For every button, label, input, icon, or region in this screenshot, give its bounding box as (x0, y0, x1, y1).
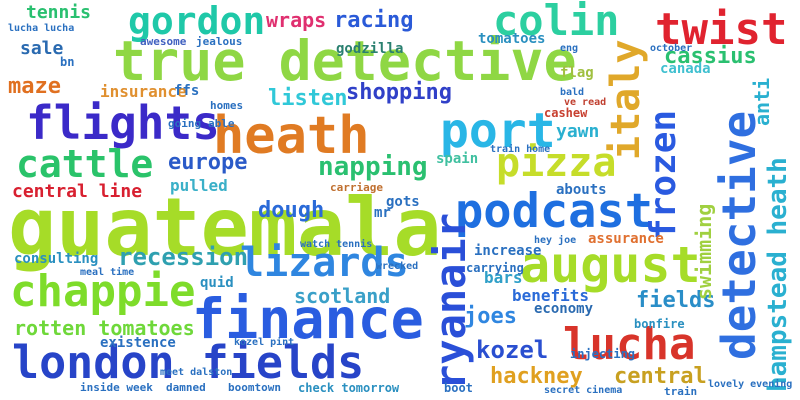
word-able: able (208, 117, 235, 130)
word-meal-time: meal time (80, 267, 135, 278)
word-cattle: cattle (16, 142, 154, 186)
word-italy: italy (603, 39, 649, 160)
word-godzilla: godzilla (336, 41, 404, 57)
word-gordon: gordon (128, 0, 266, 43)
word-bonfire: bonfire (634, 317, 685, 331)
word-economy: economy (534, 301, 594, 317)
word-frozen: frozen (643, 109, 684, 240)
word-canada: canada (660, 61, 711, 77)
word-racing: racing (334, 8, 414, 33)
word-lucha: lucha (563, 319, 696, 370)
word-colin: colin (493, 0, 620, 45)
word-flights: flights (26, 96, 220, 150)
word-spain: spain (436, 151, 479, 167)
word-august: august (520, 236, 701, 294)
word-wrecked: wrecked (376, 261, 419, 272)
word-going: going (168, 117, 202, 130)
word-october: october (650, 43, 693, 54)
word-lizards: lizards (240, 240, 409, 286)
word-cassius: cassius (664, 44, 757, 69)
word-hackney: hackney (490, 364, 583, 389)
word-guatemala: guatemala (8, 181, 442, 274)
word-jealous: jealous (196, 35, 243, 48)
word-listen: listen (268, 86, 348, 111)
word-flag: flag (560, 65, 594, 81)
word-injecting: injecting (570, 347, 636, 361)
word-twist: twist (655, 4, 788, 55)
word-existence: existence (100, 335, 176, 351)
word-bars: bars (484, 268, 523, 287)
word-ffs: ffs (174, 83, 200, 99)
word-napping: napping (318, 152, 428, 182)
word-london-fields: london fields (12, 336, 365, 389)
word-train-home: train home (490, 144, 551, 155)
word-assurance: assurance (588, 231, 664, 247)
word-secret-cinema: secret cinema (544, 385, 623, 396)
word-hampstead-heath: hampstead heath (763, 157, 793, 392)
word-pulled: pulled (170, 176, 228, 195)
word-chappie: chappie (10, 266, 196, 317)
word-port: port (440, 103, 556, 159)
word-dough: dough (258, 198, 325, 223)
word-boomtown: boomtown (228, 381, 281, 394)
word-heath: heath (213, 106, 370, 166)
word-bn: bn (60, 55, 75, 69)
word-homes: homes (210, 99, 244, 112)
word-inside-week: inside week (80, 381, 153, 394)
word-insurance: insurance (100, 82, 187, 101)
word-watch-tennis: watch tennis (300, 239, 373, 250)
word-meet-dalston: meet dalston (160, 367, 233, 378)
word-recession: recession (118, 243, 249, 271)
word-tennis: tennis (26, 2, 92, 23)
word-anti: anti (750, 77, 774, 126)
word-mr: mr (374, 205, 391, 221)
word-carriage: carriage (330, 181, 383, 194)
word-tomatoes: tomatoes (478, 31, 546, 47)
word-maze: maze (8, 74, 61, 99)
word-quid: quid (200, 275, 234, 291)
word-europe: europe (168, 150, 248, 175)
word-consulting: consulting (14, 251, 99, 267)
word-eng: eng (560, 43, 579, 54)
word-boot: boot (444, 381, 473, 395)
word-wraps: wraps (266, 8, 327, 32)
word-yawn: yawn (556, 121, 600, 142)
word-pizza: pizza (496, 140, 617, 186)
word-rotten-tomatoes: rotten tomatoes (14, 316, 195, 340)
word-kozel-pint: kozel pint (234, 337, 295, 348)
word-gots: gots (386, 194, 420, 210)
word-cashew: cashew (544, 106, 588, 120)
word-ve-read: ve read (564, 97, 607, 108)
word-increase: increase (474, 243, 542, 259)
word-ryanair: ryanair (426, 212, 475, 390)
word-swimming: swimming (692, 203, 716, 300)
word-lovely-evening: lovely evening (708, 379, 793, 390)
word-central-line: central line (12, 181, 143, 202)
word-hey-joe: hey joe (534, 235, 577, 246)
word-finance: finance (192, 287, 424, 351)
word-joes: joes (464, 304, 517, 329)
word-benefits: benefits (512, 286, 590, 305)
word-damned: damned (166, 381, 206, 394)
word-awesome: awesome (140, 35, 187, 48)
word-lucha-lucha: lucha lucha (8, 23, 75, 34)
word-fields: fields (636, 288, 716, 313)
word-true-detective: true detective (113, 29, 577, 93)
word-check-tomorrow: check tomorrow (298, 381, 400, 395)
word-shopping: shopping (346, 80, 452, 105)
word-central: central (614, 364, 707, 389)
word-detective: detective (712, 110, 766, 360)
word-scotland: scotland (294, 284, 391, 308)
word-abouts: abouts (556, 182, 607, 198)
word-podcast: podcast (455, 184, 654, 239)
word-train: train (664, 385, 698, 398)
word-bald: bald (560, 87, 585, 98)
word-carrying: carrying (466, 261, 524, 275)
word-kozel: kozel (476, 336, 549, 364)
word-sale: sale (20, 38, 64, 59)
